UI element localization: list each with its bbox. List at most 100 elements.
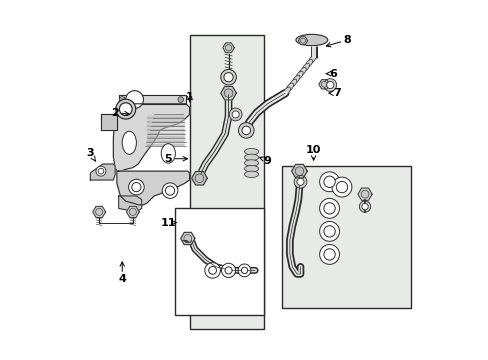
Polygon shape [90,164,115,180]
Polygon shape [147,123,184,126]
Bar [281,166,410,307]
Polygon shape [223,43,234,53]
Polygon shape [191,171,207,185]
Circle shape [129,208,136,215]
Circle shape [224,73,233,82]
Text: 5: 5 [164,154,187,164]
Polygon shape [126,206,139,217]
Polygon shape [147,142,184,145]
Circle shape [326,81,333,89]
Circle shape [221,263,235,278]
Circle shape [242,126,250,135]
Ellipse shape [244,154,258,161]
Circle shape [220,69,236,85]
Ellipse shape [244,171,258,177]
Polygon shape [318,80,329,89]
Ellipse shape [305,59,312,68]
Circle shape [238,123,254,138]
Circle shape [360,190,368,198]
Circle shape [331,177,351,197]
Text: 2: 2 [111,108,129,118]
Circle shape [128,179,144,195]
Circle shape [321,81,326,87]
Circle shape [295,167,303,175]
Circle shape [224,89,232,98]
Circle shape [323,78,336,91]
Circle shape [165,186,174,195]
Circle shape [323,203,335,214]
Circle shape [132,183,141,192]
Polygon shape [298,37,307,45]
Circle shape [183,235,191,242]
Circle shape [232,111,239,118]
Circle shape [323,226,335,237]
Circle shape [319,172,339,192]
Ellipse shape [244,166,258,172]
Bar [189,35,264,329]
Ellipse shape [308,55,315,64]
Text: 1: 1 [185,92,193,102]
Polygon shape [119,196,142,212]
Ellipse shape [122,131,136,154]
Circle shape [319,198,339,218]
Polygon shape [357,188,371,200]
Text: 7: 7 [328,88,340,98]
Text: 8: 8 [325,35,350,47]
Polygon shape [147,115,184,118]
Text: 11: 11 [160,217,176,228]
Polygon shape [147,130,184,134]
Ellipse shape [244,148,258,155]
Circle shape [98,168,103,174]
Circle shape [319,221,339,241]
Ellipse shape [298,67,305,76]
Ellipse shape [286,83,293,91]
Circle shape [229,108,242,121]
Polygon shape [147,138,184,141]
Circle shape [225,45,231,51]
Circle shape [300,38,305,43]
Ellipse shape [295,71,303,80]
Circle shape [162,183,178,198]
Text: 6: 6 [325,69,336,79]
Ellipse shape [283,87,290,95]
Ellipse shape [302,63,309,72]
Circle shape [296,178,304,185]
Polygon shape [93,206,105,217]
Polygon shape [117,171,189,205]
Circle shape [208,266,216,274]
Polygon shape [181,232,195,245]
Circle shape [361,203,367,210]
Text: 4: 4 [118,262,126,284]
Polygon shape [113,104,189,171]
Circle shape [195,174,203,183]
Circle shape [238,264,250,277]
Ellipse shape [295,34,327,46]
Polygon shape [291,165,306,178]
Circle shape [336,181,347,193]
Circle shape [359,201,370,212]
Ellipse shape [161,144,175,163]
Bar [175,208,264,315]
Circle shape [224,267,232,274]
Polygon shape [101,114,117,130]
Polygon shape [147,126,184,130]
Circle shape [241,267,247,274]
Circle shape [96,208,102,215]
Text: 10: 10 [305,145,321,160]
Ellipse shape [244,160,258,166]
Circle shape [204,262,220,278]
Ellipse shape [292,75,299,84]
Circle shape [293,175,306,188]
Polygon shape [147,134,184,138]
Polygon shape [147,119,184,122]
Circle shape [323,176,335,188]
Circle shape [125,91,143,108]
Circle shape [119,103,132,116]
Circle shape [116,99,135,119]
Polygon shape [220,86,236,100]
Text: 3: 3 [86,148,95,161]
Circle shape [323,249,335,260]
Text: 9: 9 [259,156,271,166]
Circle shape [178,97,183,102]
Circle shape [319,244,339,264]
